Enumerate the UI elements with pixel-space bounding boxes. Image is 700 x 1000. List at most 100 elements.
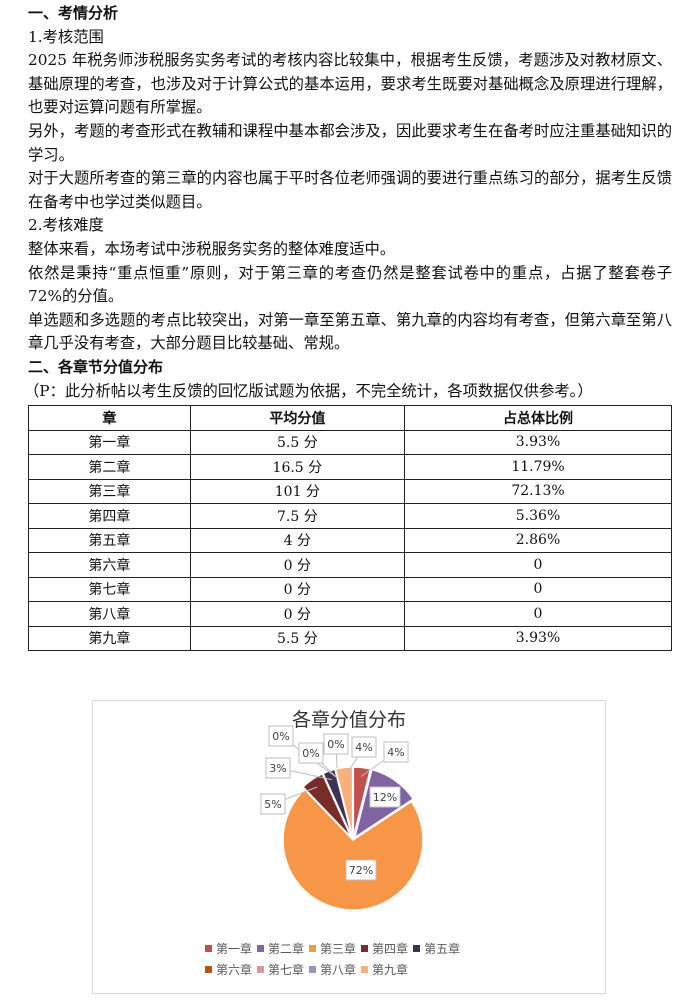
table-header-row: 章 平均分值 占总体比例: [28, 405, 672, 431]
table-cell: 3.93%: [404, 429, 672, 455]
data-label: 72%: [349, 864, 373, 877]
table-cell: 4 分: [189, 527, 406, 553]
table-cell: 0 分: [189, 552, 406, 578]
legend-swatch: [361, 945, 369, 952]
pie-svg: 4% 12% 72% 5% 3% 0% 0% 0% 4%: [260, 725, 424, 911]
legend-item: 第二章: [257, 939, 304, 960]
data-label-box: [260, 793, 286, 815]
paragraph: 依然是秉持“重点恒重”原则，对于第三章的考查仍然是整套试卷中的重点，占据了整套卷…: [28, 263, 672, 306]
pie-slice: [282, 788, 424, 911]
pie-slice: [301, 772, 353, 839]
table-cell: 0: [404, 576, 672, 602]
table-row: 第三章 101 分 72.13%: [28, 478, 672, 504]
paragraph: 另外，考题的考查形式在教辅和课程中基本都会涉及，因此要求考生在备考时应注重基础知…: [28, 121, 672, 164]
table-row: 第二章 16.5 分 11.79%: [28, 454, 672, 480]
table-cell: 3.93%: [404, 625, 672, 651]
legend-item: 第七章: [257, 960, 304, 981]
note: （P：此分析帖以考生反馈的回忆版试题为依据，不完全统计，各项数据仅供参考。）: [24, 381, 593, 400]
legend-item: 第四章: [361, 939, 408, 960]
legend-swatch: [361, 966, 369, 973]
subheading: 2.考核难度: [28, 216, 104, 235]
data-label-box: [345, 859, 377, 881]
table-cell: 2.86%: [404, 527, 672, 553]
data-label: 5%: [264, 798, 281, 811]
legend-label: 第四章: [372, 942, 409, 956]
section-heading: 一、考情分析: [28, 4, 119, 22]
table-cell: 0: [404, 601, 672, 627]
data-label: 0%: [272, 730, 289, 743]
table-cell: 第三章: [28, 478, 191, 504]
pie-slice: [334, 766, 354, 838]
data-label: 0%: [302, 747, 319, 760]
column-header: 章: [28, 405, 191, 431]
chart-title: 各章分值分布: [291, 709, 406, 731]
table-cell: 第五章: [28, 527, 191, 553]
legend-label: 第二章: [268, 942, 305, 956]
table-cell: 第九章: [28, 625, 191, 651]
table-cell: 第八章: [28, 601, 191, 627]
data-label-box: [351, 736, 377, 758]
legend-label: 第九章: [372, 963, 409, 977]
table-row: 第四章 7.5 分 5.36%: [28, 503, 672, 529]
table-row: 第九章 5.5 分 3.93%: [28, 625, 672, 651]
legend-swatch: [309, 966, 317, 973]
score-table: 章 平均分值 占总体比例 第一章 5.5 分 3.93% 第二章 16.5 分 11.79…: [28, 405, 672, 651]
legend-item: 第八章: [309, 960, 356, 981]
table-cell: 101 分: [189, 478, 406, 504]
legend-item: 第三章: [309, 939, 356, 960]
table-cell: 第四章: [28, 503, 191, 529]
legend-item: 第六章: [205, 960, 252, 981]
paragraph: 2025 年税务师涉税服务实务考试的考核内容比较集中，根据考生反馈，考题涉及对教…: [28, 51, 672, 117]
legend-swatch: [205, 966, 212, 973]
legend-swatch: [309, 945, 317, 952]
table-cell: 11.79%: [404, 454, 672, 480]
legend-swatch: [205, 945, 212, 952]
table-cell: 第六章: [28, 552, 191, 578]
paragraph: 整体来看，本场考试中涉税服务实务的整体难度适中。: [28, 239, 396, 258]
table-cell: 7.5 分: [189, 503, 406, 529]
data-label-box: [323, 733, 349, 755]
legend-item: 第五章: [413, 939, 460, 960]
chart-legend: 第一章 第二章 第三章 第四章 第五章第六章 第七章 第八章 第九章: [205, 939, 505, 981]
table-cell: 0 分: [189, 576, 406, 602]
data-label-box: [268, 725, 294, 747]
table-row: 第一章 5.5 分 3.93%: [28, 429, 672, 455]
data-label: 4%: [355, 741, 372, 754]
data-label-box: [298, 742, 324, 764]
data-label-box: [369, 786, 401, 808]
data-label: 12%: [373, 791, 397, 804]
legend-swatch: [257, 945, 265, 952]
pie-chart: 各章分值分布 4% 12% 72% 5% 3% 0% 0% 0% 4% 第一章 第二章 第三章 第四章…: [92, 700, 606, 994]
data-label-box: [383, 741, 409, 763]
paragraph: 单选题和多选题的考点比较突出，对第一章至第五章、第九章的内容均有考查，但第六章至…: [28, 310, 672, 353]
table-cell: 5.5 分: [189, 429, 406, 455]
legend-label: 第七章: [268, 963, 305, 977]
table-cell: 5.36%: [404, 503, 672, 529]
document-body: 一、考情分析 1.考核范围 2025 年税务师涉税服务实务考试的考核内容比较集中…: [24, 2, 672, 403]
table-cell: 0 分: [189, 601, 406, 627]
legend-label: 第三章: [320, 942, 357, 956]
legend-label: 第一章: [216, 942, 253, 956]
legend-item: 第九章: [361, 960, 408, 981]
table-row: 第五章 4 分 2.86%: [28, 527, 672, 553]
data-label-box: [265, 757, 291, 779]
data-label: 4%: [387, 746, 404, 759]
section-heading: 二、各章节分值分布: [28, 357, 164, 376]
legend-label: 第六章: [216, 963, 253, 977]
legend-label: 第八章: [320, 963, 357, 977]
subheading: 1.考核范围: [28, 27, 104, 46]
table-cell: 5.5 分: [189, 625, 406, 651]
paragraph: 对于大题所考查的第三章的内容也属于平时各位老师强调的要进行重点练习的部分，据考生…: [28, 169, 672, 211]
legend-swatch: [413, 945, 421, 952]
table-cell: 第一章: [28, 429, 191, 455]
column-header: 占总体比例: [404, 405, 672, 431]
table-cell: 第二章: [28, 454, 191, 480]
table-cell: 第七章: [28, 576, 191, 602]
legend-item: 第一章: [205, 939, 252, 960]
table-cell: 16.5 分: [189, 454, 406, 480]
legend-label: 第五章: [424, 942, 461, 956]
legend-swatch: [257, 966, 265, 973]
